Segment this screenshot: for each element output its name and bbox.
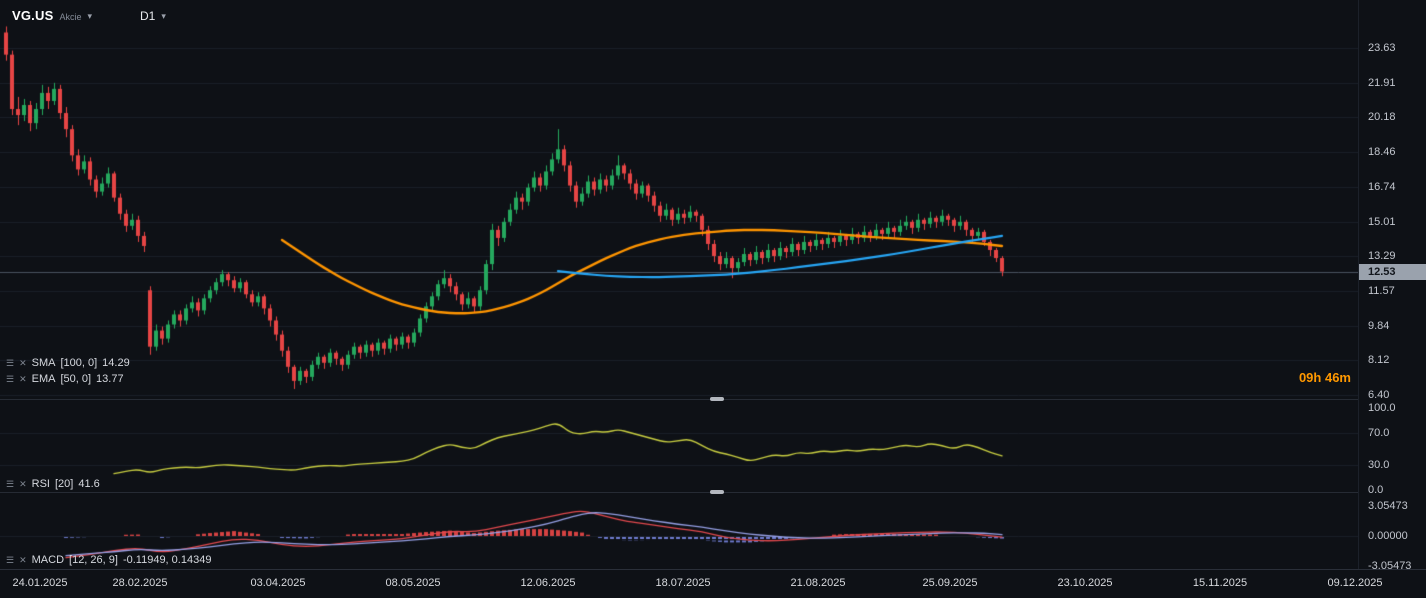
date-axis-label: 15.11.2025 (1192, 577, 1248, 589)
panel-resize-handle[interactable] (710, 397, 724, 401)
indicator-name: EMA (31, 373, 56, 385)
price-axis-label: 20.18 (1368, 111, 1396, 124)
rsi-axis-label: 0.0 (1368, 484, 1384, 496)
macd-panel-canvas[interactable] (0, 492, 1358, 569)
date-axis-label: 18.07.2025 (655, 577, 711, 589)
date-axis-label: 03.04.2025 (250, 577, 306, 589)
sma-legend: ☰ ✕ SMA [100, 0] 14.29 (6, 357, 130, 369)
session-countdown: 09h 46m (1298, 370, 1351, 385)
indicator-value: 41.6 (78, 478, 100, 490)
date-axis-label: 12.06.2025 (520, 577, 576, 589)
price-axis-label: 6.40 (1368, 389, 1390, 401)
date-axis-label: 28.02.2025 (112, 577, 168, 589)
price-axis-label: 9.84 (1368, 319, 1390, 332)
indicator-settings-icon[interactable]: ☰ (6, 358, 15, 368)
date-axis-label: 09.12.2025 (1327, 577, 1383, 589)
rsi-axis-label: 70.0 (1368, 426, 1390, 439)
indicator-name: SMA (31, 357, 56, 369)
indicator-params: [50, 0] (60, 373, 92, 385)
price-axis-label: 15.01 (1368, 215, 1396, 228)
indicator-value: 13.77 (96, 373, 124, 385)
price-axis[interactable]: 12.53 23.63 21.91 20.18 18.46 16.74 15.01 13.2… (1358, 0, 1426, 572)
indicator-value: 14.29 (102, 357, 130, 369)
instrument-type-label: Akcie (59, 11, 82, 22)
chevron-down-icon: ▾ (161, 10, 166, 21)
ema-legend: ☰ ✕ EMA [50, 0] 13.77 (6, 373, 124, 385)
price-axis-label: 16.74 (1368, 180, 1396, 193)
indicator-params: [100, 0] (60, 357, 98, 369)
indicator-value: -0.11949, 0.14349 (122, 554, 212, 566)
date-axis-label: 24.01.2025 (12, 577, 68, 589)
chart-header: VG.US Akcie ▾ D1 ▾ (12, 8, 166, 23)
chevron-down-icon: ▾ (87, 10, 93, 21)
indicator-remove-icon[interactable]: ✕ (19, 358, 27, 368)
rsi-panel-canvas[interactable] (0, 399, 1358, 492)
rsi-legend: ☰ ✕ RSI [20] 41.6 (6, 478, 100, 490)
symbol-name: VG.US (12, 8, 54, 23)
indicator-remove-icon[interactable]: ✕ (19, 555, 27, 565)
indicator-name: MACD (31, 554, 65, 566)
price-axis-label: 23.63 (1368, 42, 1396, 54)
macd-axis-label: 3.05473 (1368, 500, 1408, 512)
macd-legend: ☰ ✕ MACD [12, 26, 9] -0.11949, 0.14349 (6, 554, 211, 566)
time-axis[interactable]: 24.01.2025 28.02.2025 03.04.2025 08.05.2025… (0, 569, 1426, 598)
price-axis-label: 13.29 (1368, 250, 1396, 263)
date-axis-label: 23.10.2025 (1057, 577, 1113, 589)
current-price-tag: 12.53 (1359, 263, 1426, 280)
rsi-axis-label: 100.0 (1368, 402, 1396, 414)
price-axis-label: 8.12 (1368, 354, 1390, 367)
date-axis-label: 21.08.2025 (790, 577, 846, 589)
indicator-settings-icon[interactable]: ☰ (6, 479, 15, 489)
date-axis-label: 08.05.2025 (385, 577, 441, 589)
price-axis-label: 18.46 (1368, 146, 1396, 159)
indicator-params: [12, 26, 9] (69, 554, 118, 566)
macd-axis-label: 0.00000 (1368, 530, 1408, 542)
rsi-axis-label: 30.0 (1368, 459, 1390, 472)
indicator-settings-icon[interactable]: ☰ (6, 374, 15, 384)
price-axis-label: 11.57 (1368, 284, 1395, 297)
price-chart-canvas[interactable] (0, 0, 1358, 399)
timeframe-selector[interactable]: D1 ▾ (140, 9, 166, 23)
price-axis-label: 21.91 (1368, 76, 1396, 89)
panel-resize-handle[interactable] (710, 490, 724, 494)
indicator-remove-icon[interactable]: ✕ (19, 479, 27, 489)
timeframe-label: D1 (140, 8, 156, 23)
date-axis-label: 25.09.2025 (922, 577, 978, 589)
symbol-selector[interactable]: VG.US Akcie ▾ (12, 8, 92, 23)
indicator-settings-icon[interactable]: ☰ (6, 555, 15, 565)
indicator-remove-icon[interactable]: ✕ (19, 374, 27, 384)
indicator-params: [20] (54, 478, 74, 490)
indicator-name: RSI (31, 478, 50, 490)
